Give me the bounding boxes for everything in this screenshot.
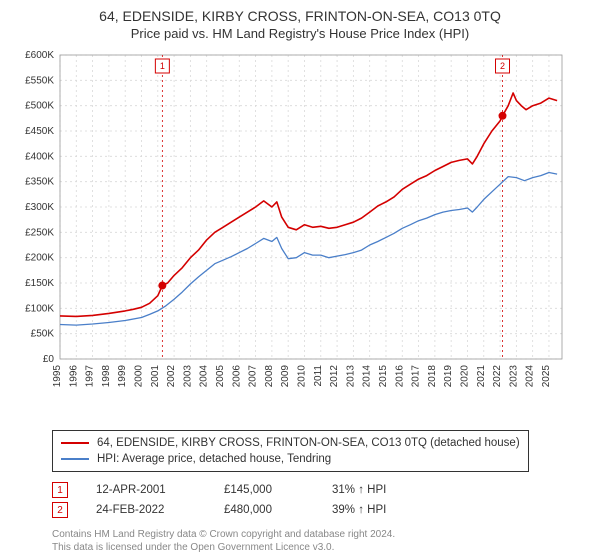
svg-text:£0: £0 [43, 354, 55, 365]
legend-item-hpi: HPI: Average price, detached house, Tend… [61, 451, 520, 467]
svg-text:2017: 2017 [411, 365, 422, 387]
legend-item-property: 64, EDENSIDE, KIRBY CROSS, FRINTON-ON-SE… [61, 435, 520, 451]
page-title: 64, EDENSIDE, KIRBY CROSS, FRINTON-ON-SE… [12, 8, 588, 24]
footer-line1: Contains HM Land Registry data © Crown c… [52, 528, 588, 541]
svg-text:2001: 2001 [150, 365, 161, 387]
svg-text:2006: 2006 [231, 365, 242, 387]
svg-text:2016: 2016 [394, 365, 405, 387]
svg-text:2000: 2000 [133, 365, 144, 387]
chart-svg: £0 £50K £100K £150K £200K £250K £300K £350K £400… [12, 47, 572, 387]
svg-text:£600K: £600K [25, 50, 54, 61]
svg-text:2021: 2021 [476, 365, 487, 387]
svg-text:£50K: £50K [31, 329, 55, 340]
event-row: 2 24-FEB-2022 £480,000 39% ↑ HPI [52, 502, 588, 518]
event-row: 1 12-APR-2001 £145,000 31% ↑ HPI [52, 482, 588, 498]
svg-text:2012: 2012 [329, 365, 340, 387]
svg-text:1996: 1996 [68, 365, 79, 387]
svg-text:£450K: £450K [25, 126, 54, 137]
svg-text:2: 2 [500, 61, 505, 71]
svg-text:£350K: £350K [25, 177, 54, 188]
svg-text:2011: 2011 [313, 365, 324, 387]
event-price: £145,000 [224, 484, 304, 496]
svg-text:2008: 2008 [264, 365, 275, 387]
event-date: 12-APR-2001 [96, 484, 196, 496]
svg-text:2024: 2024 [525, 365, 536, 387]
svg-text:£400K: £400K [25, 151, 54, 162]
svg-text:£100K: £100K [25, 303, 54, 314]
svg-text:2010: 2010 [296, 365, 307, 387]
svg-text:£550K: £550K [25, 75, 54, 86]
svg-text:1999: 1999 [117, 365, 128, 387]
svg-text:2009: 2009 [280, 365, 291, 387]
svg-text:£250K: £250K [25, 227, 54, 238]
svg-text:2013: 2013 [345, 365, 356, 387]
price-chart: £0 £50K £100K £150K £200K £250K £300K £350K £400… [12, 47, 588, 424]
svg-text:£500K: £500K [25, 101, 54, 112]
svg-text:2022: 2022 [492, 365, 503, 387]
svg-text:1: 1 [160, 61, 165, 71]
svg-text:2007: 2007 [248, 365, 259, 387]
legend-label-property: 64, EDENSIDE, KIRBY CROSS, FRINTON-ON-SE… [97, 435, 520, 451]
legend-swatch-property [61, 442, 89, 444]
svg-text:2002: 2002 [166, 365, 177, 387]
legend-swatch-hpi [61, 458, 89, 460]
svg-text:2020: 2020 [459, 365, 470, 387]
footer-line2: This data is licensed under the Open Gov… [52, 541, 588, 554]
svg-text:2019: 2019 [443, 365, 454, 387]
event-badge: 1 [52, 482, 68, 498]
svg-text:1997: 1997 [85, 365, 96, 387]
svg-text:£300K: £300K [25, 202, 54, 213]
svg-text:1995: 1995 [52, 365, 63, 387]
event-badge: 2 [52, 502, 68, 518]
svg-text:2015: 2015 [378, 365, 389, 387]
svg-text:1998: 1998 [101, 365, 112, 387]
page-subtitle: Price paid vs. HM Land Registry's House … [12, 26, 588, 41]
events-table: 1 12-APR-2001 £145,000 31% ↑ HPI 2 24-FEB-202… [52, 478, 588, 522]
svg-text:£150K: £150K [25, 278, 54, 289]
event-price: £480,000 [224, 504, 304, 516]
legend-label-hpi: HPI: Average price, detached house, Tend… [97, 451, 331, 467]
svg-text:£200K: £200K [25, 253, 54, 264]
event-date: 24-FEB-2022 [96, 504, 196, 516]
footer-attribution: Contains HM Land Registry data © Crown c… [52, 528, 588, 554]
svg-text:2023: 2023 [508, 365, 519, 387]
svg-text:2014: 2014 [362, 365, 373, 387]
svg-text:2018: 2018 [427, 365, 438, 387]
svg-text:2005: 2005 [215, 365, 226, 387]
svg-text:2004: 2004 [199, 365, 210, 387]
svg-text:2003: 2003 [182, 365, 193, 387]
event-delta: 31% ↑ HPI [332, 484, 386, 496]
svg-text:2025: 2025 [541, 365, 552, 387]
legend: 64, EDENSIDE, KIRBY CROSS, FRINTON-ON-SE… [52, 430, 529, 472]
event-delta: 39% ↑ HPI [332, 504, 386, 516]
